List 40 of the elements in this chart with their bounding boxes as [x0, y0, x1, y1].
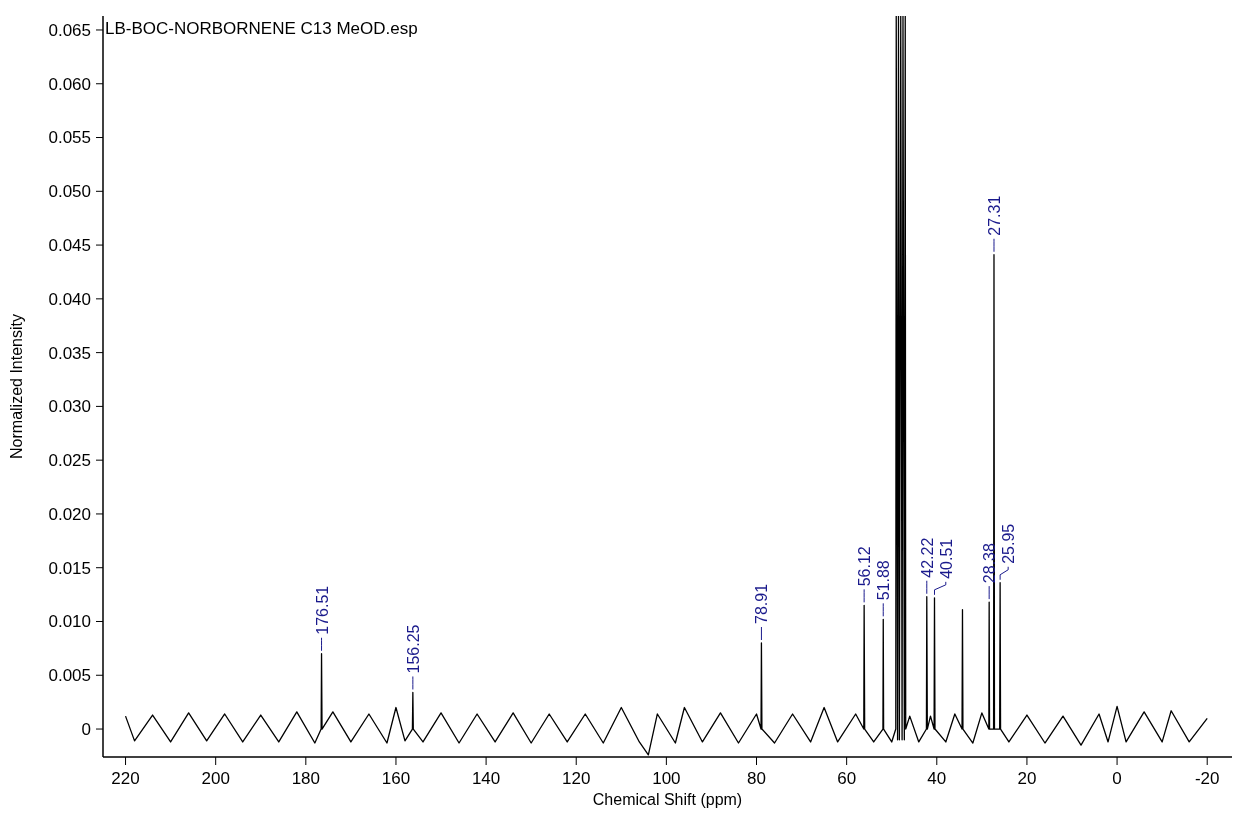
x-tick-label: 160	[381, 769, 411, 788]
x-tick-label: 120	[562, 769, 591, 788]
x-tick-label: 140	[471, 769, 501, 788]
y-tick-label: 0.050	[48, 182, 91, 202]
y-tick-label: 0	[81, 719, 91, 739]
y-tick-label: 0.030	[48, 397, 91, 417]
y-tick-label: 0.025	[48, 451, 91, 471]
annotation: 42.22	[918, 537, 936, 578]
x-tick-label: 100	[652, 769, 681, 788]
y-axis-title: Normalized Intensity	[8, 314, 25, 459]
y-tick-label: 0.060	[48, 74, 91, 94]
annotation: 78.91	[753, 583, 771, 624]
x-tick-label: 200	[201, 769, 230, 788]
y-tick-label: 0.040	[48, 289, 91, 309]
y-tick-label: 0.010	[48, 612, 91, 632]
y-tick-label: 0.020	[48, 504, 91, 524]
x-tick-label: 0	[1112, 769, 1122, 788]
annotation: 51.88	[875, 560, 893, 601]
x-tick-label: 80	[747, 769, 766, 788]
annotation: 156.25	[404, 624, 422, 674]
annotation: 27.31	[985, 195, 1003, 236]
x-tick-label: 20	[1017, 769, 1037, 788]
y-tick-label: 0.055	[48, 128, 91, 148]
annotation: 28.38	[981, 542, 999, 584]
x-tick-label: 40	[927, 769, 947, 788]
y-tick-label: 0.015	[48, 558, 91, 578]
y-tick-label: 0.035	[48, 343, 91, 363]
y-tick-label: 0.005	[48, 666, 91, 686]
x-tick-label: 180	[291, 769, 320, 788]
x-tick-label: 60	[837, 769, 857, 788]
annotation: 40.51	[937, 538, 955, 579]
annotation: 25.95	[1000, 523, 1018, 564]
x-tick-label: 220	[111, 769, 140, 788]
annotation: 56.12	[856, 546, 874, 587]
x-axis-title: Chemical Shift (ppm)	[592, 791, 743, 808]
y-tick-label: 0.045	[48, 236, 91, 256]
annotation: 176.51	[313, 585, 331, 635]
x-tick-label: -20	[1194, 769, 1220, 788]
chart-title: LB-BOC-NORBORNENE C13 MeOD.esp	[105, 19, 418, 38]
y-tick-label: 0.065	[48, 20, 91, 40]
